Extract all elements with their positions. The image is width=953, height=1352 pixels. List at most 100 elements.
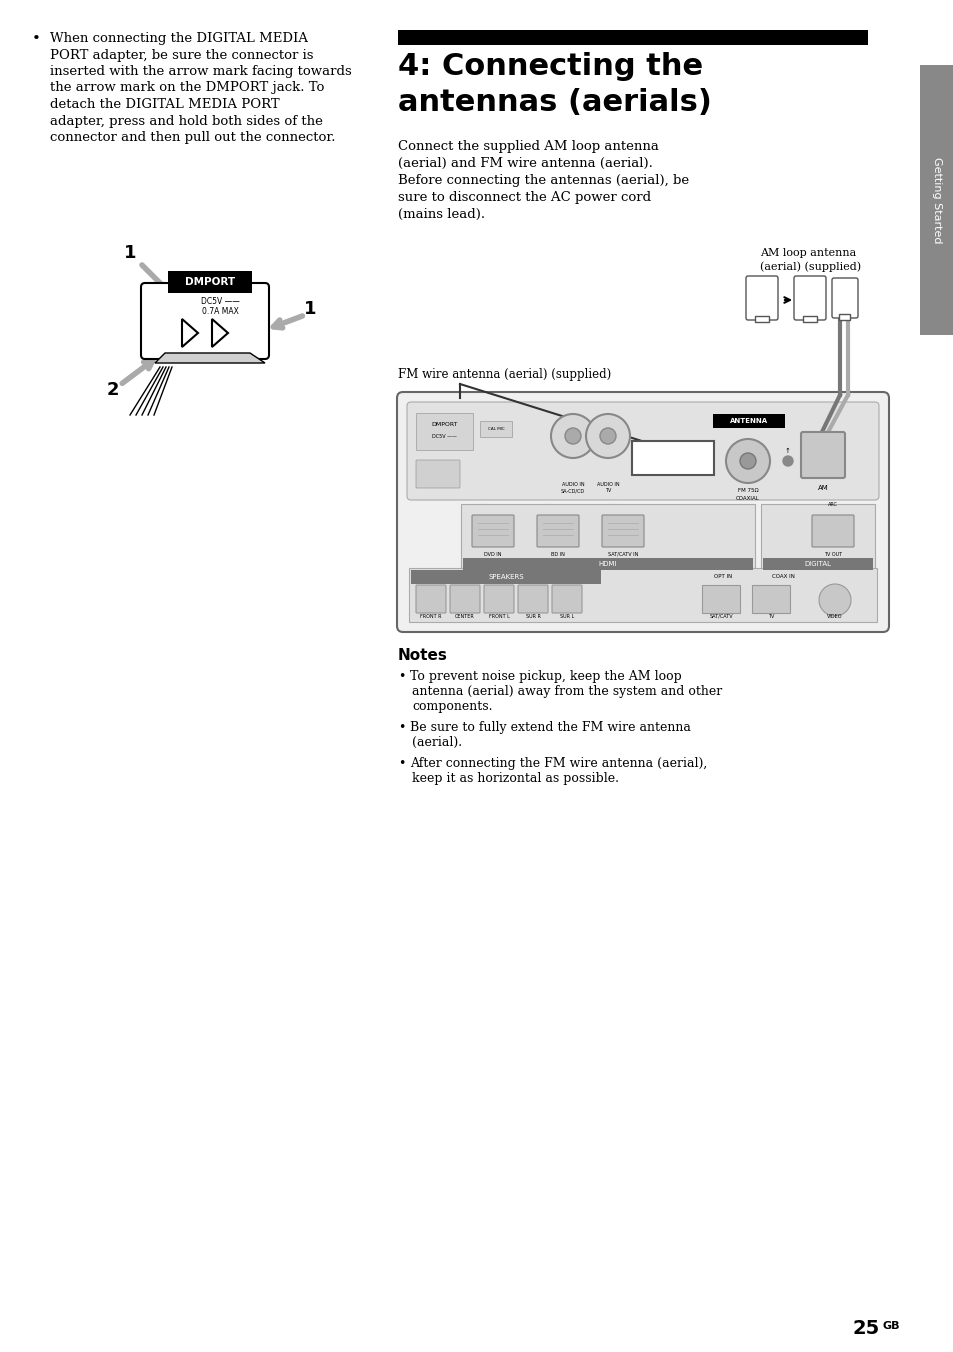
Circle shape [725,439,769,483]
Text: SAT/CATV IN: SAT/CATV IN [607,552,638,557]
FancyBboxPatch shape [397,30,867,45]
Text: To prevent noise pickup, keep the AM loop: To prevent noise pickup, keep the AM loo… [410,671,681,683]
FancyBboxPatch shape [745,276,778,320]
Text: CAL MIC: CAL MIC [487,427,504,431]
Circle shape [818,584,850,617]
FancyBboxPatch shape [919,65,953,335]
Text: TV OUT: TV OUT [823,552,841,557]
Text: SUR L: SUR L [559,614,574,618]
FancyBboxPatch shape [537,515,578,548]
FancyBboxPatch shape [751,585,789,612]
Text: SA-CD/CD: SA-CD/CD [560,488,584,493]
Text: (mains lead).: (mains lead). [397,208,485,220]
Text: DC5V ——: DC5V —— [200,297,239,306]
Text: TV: TV [767,614,774,618]
Text: (aerial) (supplied): (aerial) (supplied) [760,261,861,272]
Circle shape [564,429,580,443]
Text: 0.7A MAX: 0.7A MAX [201,307,238,316]
FancyBboxPatch shape [839,314,850,320]
Text: HDMI: HDMI [598,561,617,566]
FancyBboxPatch shape [460,504,754,571]
FancyBboxPatch shape [712,414,784,429]
FancyBboxPatch shape [411,571,600,584]
FancyBboxPatch shape [479,420,512,437]
Text: Be sure to fully extend the FM wire antenna: Be sure to fully extend the FM wire ante… [410,721,690,734]
Text: detach the DIGITAL MEDIA PORT: detach the DIGITAL MEDIA PORT [50,97,279,111]
Text: AM loop antenna: AM loop antenna [760,247,856,258]
Text: When connecting the DIGITAL MEDIA: When connecting the DIGITAL MEDIA [50,32,308,45]
Text: DMPORT: DMPORT [185,277,234,287]
Text: DIGITAL: DIGITAL [803,561,831,566]
FancyBboxPatch shape [552,585,581,612]
Text: (aerial) and FM wire antenna (aerial).: (aerial) and FM wire antenna (aerial). [397,157,652,170]
Text: (aerial).: (aerial). [412,735,461,749]
Text: CENTER: CENTER [455,614,475,618]
Text: connector and then pull out the connector.: connector and then pull out the connecto… [50,131,335,145]
FancyBboxPatch shape [802,316,816,322]
Text: 4: Connecting the: 4: Connecting the [397,51,702,81]
Text: the arrow mark on the DMPORT jack. To: the arrow mark on the DMPORT jack. To [50,81,324,95]
FancyBboxPatch shape [631,441,713,475]
Text: keep it as horizontal as possible.: keep it as horizontal as possible. [412,772,618,786]
Text: 25: 25 [852,1318,879,1337]
Text: AUDIO IN: AUDIO IN [561,481,583,487]
Text: FM wire antenna (aerial) (supplied): FM wire antenna (aerial) (supplied) [397,368,611,381]
Text: 1: 1 [124,243,136,262]
Text: Connect the supplied AM loop antenna: Connect the supplied AM loop antenna [397,141,659,153]
Text: After connecting the FM wire antenna (aerial),: After connecting the FM wire antenna (ae… [410,757,706,771]
Text: antenna (aerial) away from the system and other: antenna (aerial) away from the system an… [412,685,721,698]
Text: FM 75Ω: FM 75Ω [737,488,758,493]
FancyBboxPatch shape [396,392,888,631]
Text: antennas (aerials): antennas (aerials) [397,88,711,118]
FancyBboxPatch shape [793,276,825,320]
Circle shape [782,456,792,466]
Polygon shape [154,353,265,362]
FancyBboxPatch shape [407,402,878,500]
Text: FRONT R: FRONT R [420,614,441,618]
Text: •: • [397,671,405,683]
Text: Getting Started: Getting Started [931,157,941,243]
Text: Before connecting the antennas (aerial), be: Before connecting the antennas (aerial),… [397,174,688,187]
Text: adapter, press and hold both sides of the: adapter, press and hold both sides of th… [50,115,322,127]
FancyBboxPatch shape [801,433,844,479]
Text: •: • [397,721,405,734]
Text: Notes: Notes [397,648,447,662]
Text: ↑: ↑ [784,448,790,454]
Text: ANTENNA: ANTENNA [729,418,767,425]
FancyBboxPatch shape [416,585,446,612]
Text: COAXIAL: COAXIAL [736,496,760,502]
Text: DVD IN: DVD IN [484,552,501,557]
FancyBboxPatch shape [701,585,740,612]
Text: PORT adapter, be sure the connector is: PORT adapter, be sure the connector is [50,49,314,61]
Text: 1: 1 [303,300,315,318]
Circle shape [551,414,595,458]
Text: TV: TV [604,488,611,493]
FancyBboxPatch shape [462,558,752,571]
FancyBboxPatch shape [762,558,872,571]
FancyBboxPatch shape [416,412,473,450]
Text: ARC: ARC [827,502,837,507]
Text: AUDIO IN: AUDIO IN [596,481,618,487]
FancyBboxPatch shape [141,283,269,360]
Text: VIDEO: VIDEO [826,614,841,618]
FancyBboxPatch shape [760,504,874,571]
Text: AM: AM [817,485,827,491]
Text: DMPORT: DMPORT [431,422,457,426]
FancyBboxPatch shape [416,460,459,488]
Text: BD IN: BD IN [551,552,564,557]
Text: SUR R: SUR R [525,614,539,618]
Text: DC5V ——: DC5V —— [432,434,456,438]
FancyBboxPatch shape [450,585,479,612]
Text: components.: components. [412,700,492,713]
Text: OPT IN: OPT IN [713,575,731,580]
Text: FRONT L: FRONT L [488,614,509,618]
Text: SPEAKERS: SPEAKERS [488,575,523,580]
FancyBboxPatch shape [811,515,853,548]
Text: •: • [32,32,41,46]
FancyBboxPatch shape [168,270,252,293]
Text: COAX IN: COAX IN [771,575,794,580]
FancyBboxPatch shape [472,515,514,548]
FancyBboxPatch shape [409,568,876,622]
FancyBboxPatch shape [483,585,514,612]
FancyBboxPatch shape [601,515,643,548]
